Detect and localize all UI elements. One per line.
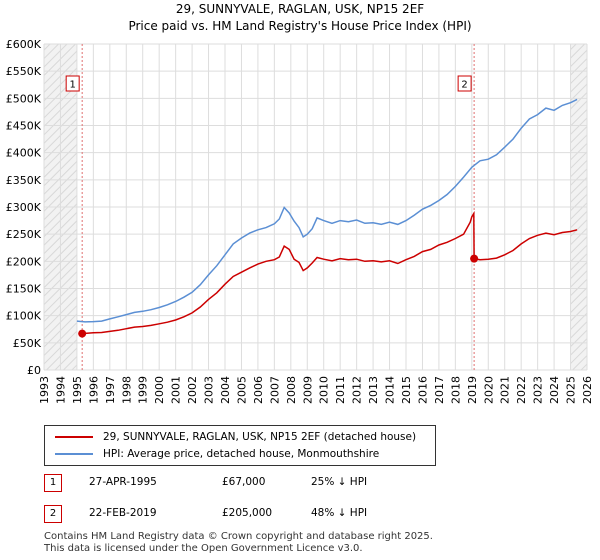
sale-number-badge: 2 xyxy=(44,505,62,523)
x-tick-label: 1994 xyxy=(54,376,67,404)
x-tick-label: 2015 xyxy=(400,376,413,404)
y-tick-label: £150K xyxy=(6,283,42,296)
x-tick-label: 1998 xyxy=(120,376,133,404)
legend-item-property: 29, SUNNYVALE, RAGLAN, USK, NP15 2EF (de… xyxy=(55,429,416,445)
sale-price: £205,000 xyxy=(222,507,273,519)
x-tick-label: 1999 xyxy=(137,376,150,404)
x-tick-label: 2005 xyxy=(235,376,248,404)
x-tick-label: 2010 xyxy=(318,376,331,404)
x-tick-label: 2021 xyxy=(499,376,512,404)
x-tick-label: 2022 xyxy=(515,376,528,404)
x-tick-label: 2004 xyxy=(219,376,232,404)
x-tick-label: 2024 xyxy=(548,376,561,404)
x-tick-label: 2023 xyxy=(532,376,545,404)
y-tick-label: £0 xyxy=(27,364,41,377)
sale-label-text: 1 xyxy=(69,80,75,91)
sale-label-box xyxy=(65,75,80,92)
y-tick-label: £400K xyxy=(6,147,42,160)
y-tick-label: £550K xyxy=(6,65,42,78)
x-tick-label: 2017 xyxy=(433,376,446,404)
y-tick-label: £500K xyxy=(6,92,42,105)
x-tick-label: 2006 xyxy=(252,376,265,404)
sale-label-text: 2 xyxy=(461,80,467,91)
sale-number-badge: 1 xyxy=(44,474,62,492)
x-tick-label: 2003 xyxy=(203,376,216,404)
x-tick-label: 2002 xyxy=(186,376,199,404)
x-tick-label: 2026 xyxy=(581,376,594,404)
x-tick-label: 2016 xyxy=(416,376,429,404)
y-tick-label: £600K xyxy=(6,38,42,51)
x-tick-label: 2008 xyxy=(285,376,298,404)
x-tick-label: 2019 xyxy=(466,376,479,404)
x-tick-label: 2014 xyxy=(384,376,397,404)
legend-label-hpi: HPI: Average price, detached house, Monm… xyxy=(103,448,380,460)
sale-date: 27-APR-1995 xyxy=(89,476,157,488)
x-tick-label: 2012 xyxy=(351,376,364,404)
sale-price: £67,000 xyxy=(222,476,266,488)
hpi-line xyxy=(76,98,578,323)
price-chart: £0 £50K £100K £150K £200K £250K £300K £350K £400… xyxy=(6,38,594,404)
sale-label-box xyxy=(457,75,472,92)
legend-label-property: 29, SUNNYVALE, RAGLAN, USK, NP15 2EF (de… xyxy=(103,431,417,443)
x-tick-label: 2007 xyxy=(268,376,281,404)
x-tick-label: 1997 xyxy=(104,376,117,404)
sale-point xyxy=(470,254,479,263)
footer-licence: This data is licensed under the Open Gov… xyxy=(44,543,363,554)
x-tick-label: 2009 xyxy=(301,376,314,404)
y-tick-label: £350K xyxy=(6,174,42,187)
property-line-swatch xyxy=(55,436,93,438)
x-tick-label: 2020 xyxy=(482,376,495,404)
y-tick-label: £450K xyxy=(6,120,42,133)
y-tick-label: £100K xyxy=(6,310,42,323)
y-tick-label: £250K xyxy=(6,228,42,241)
property-price-line xyxy=(82,210,578,335)
y-tick-label: £200K xyxy=(6,255,42,268)
sale-date: 22-FEB-2019 xyxy=(89,507,157,519)
x-tick-label: 2000 xyxy=(153,376,166,404)
x-tick-label: 2011 xyxy=(334,376,347,404)
x-tick-label: 2013 xyxy=(367,376,380,404)
chart-title: 29, SUNNYVALE, RAGLAN, USK, NP15 2EF xyxy=(175,2,425,16)
x-tick-label: 2025 xyxy=(565,376,578,404)
hpi-line-swatch xyxy=(55,453,93,455)
x-tick-label: 2018 xyxy=(449,376,462,404)
x-tick-label: 2001 xyxy=(170,376,183,404)
legend-item-hpi: HPI: Average price, detached house, Monm… xyxy=(55,446,379,462)
sale-point xyxy=(78,329,87,338)
sale-hpi-delta: 25% ↓ HPI xyxy=(311,476,368,488)
x-tick-label: 1996 xyxy=(87,376,100,404)
y-tick-label: £300K xyxy=(6,201,42,214)
chart-subtitle: Price paid vs. HM Land Registry's House … xyxy=(128,19,472,33)
footer-copyright: Contains HM Land Registry data © Crown c… xyxy=(44,531,433,542)
legend: 29, SUNNYVALE, RAGLAN, USK, NP15 2EF (de… xyxy=(44,425,436,466)
x-tick-label: 1995 xyxy=(71,376,84,404)
sale-hpi-delta: 48% ↓ HPI xyxy=(311,507,368,519)
y-tick-label: £50K xyxy=(13,337,42,350)
x-tick-label: 1993 xyxy=(38,376,51,404)
